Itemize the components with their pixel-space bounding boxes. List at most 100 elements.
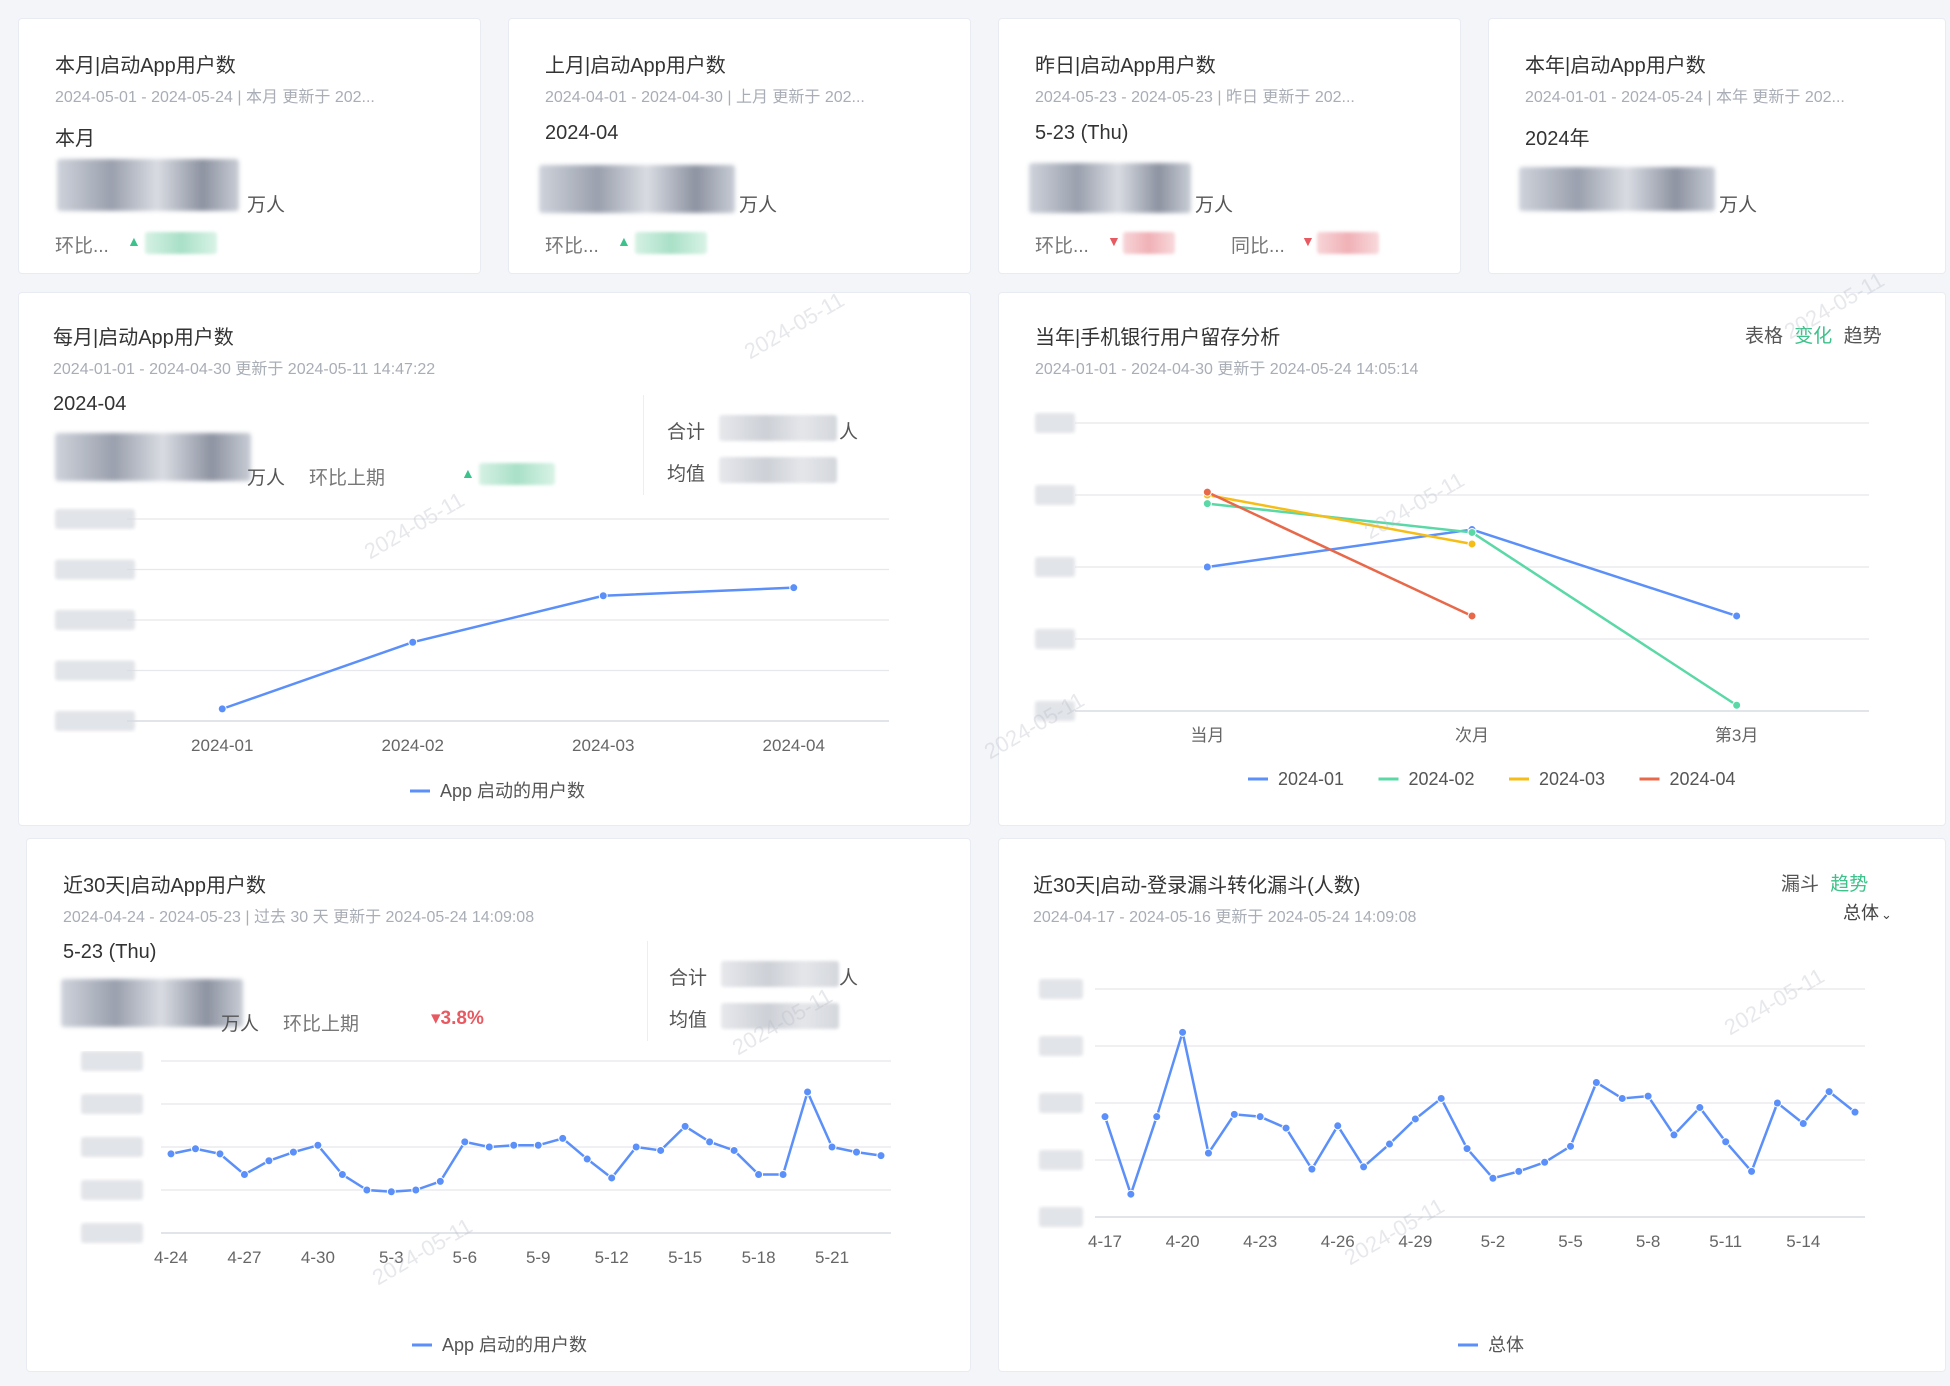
compare-label: 环比... [1035, 236, 1089, 257]
data-point [789, 583, 799, 593]
data-point [754, 1170, 764, 1180]
compare-value: ▾3.8% [431, 1008, 484, 1029]
unit-label: 万人 [739, 195, 778, 216]
data-point [598, 591, 608, 601]
x-tick-label: 5-2 [1481, 1232, 1506, 1251]
x-tick-label: 4-24 [154, 1248, 188, 1267]
compare-label: 环比上期 [309, 468, 386, 489]
data-point [1591, 1077, 1601, 1087]
redacted-tick-label [1035, 701, 1075, 721]
data-point [1333, 1121, 1343, 1131]
x-tick-label: 5-9 [526, 1248, 551, 1267]
kpi-card-this-year[interactable]: 本年|启动App用户数 2024-01-01 - 2024-05-24 | 本年… [1488, 18, 1946, 274]
card-subtitle: 2024-05-01 - 2024-05-24 | 本月 更新于 202... [55, 89, 375, 106]
monthly-line-chart: 2024-01 2024-02 2024-03 2024-04 App 启动的用户数 [19, 499, 972, 819]
card-subtitle: 2024-04-24 - 2024-05-23 | 过去 30 天 更新于 20… [63, 909, 535, 926]
kpi-card-this-month[interactable]: 本月|启动App用户数 2024-05-01 - 2024-05-24 | 本月… [18, 18, 481, 274]
data-point [1721, 1137, 1731, 1147]
card-subtitle: 2024-04-01 - 2024-04-30 | 上月 更新于 202... [545, 89, 865, 106]
data-point [1281, 1123, 1291, 1133]
total-unit: 人 [839, 422, 859, 443]
data-point [778, 1170, 788, 1180]
unit-label: 万人 [247, 468, 286, 489]
data-point [729, 1145, 739, 1155]
data-point [1436, 1093, 1446, 1103]
x-tick-label: 5-18 [742, 1248, 776, 1267]
data-point [1540, 1157, 1550, 1167]
x-tick-label: 4-17 [1088, 1232, 1122, 1251]
chevron-down-icon: ⌄ [1881, 907, 1892, 922]
card-subtitle: 2024-04-17 - 2024-05-16 更新于 2024-05-24 1… [1033, 909, 1417, 926]
tab-change[interactable]: 变化 [1794, 326, 1833, 347]
period-label: 5-23 (Thu) [1035, 122, 1129, 144]
tab-trend[interactable]: 趋势 [1830, 874, 1869, 895]
data-point [1798, 1119, 1808, 1129]
legend-label: App 启动的用户数 [440, 781, 585, 801]
data-point [1384, 1139, 1394, 1149]
redacted-value [55, 433, 251, 481]
x-tick-label: 当月 [1190, 726, 1224, 745]
redacted-compare-value [479, 463, 555, 485]
unit-label: 万人 [221, 1014, 260, 1035]
kpi-card-last-month[interactable]: 上月|启动App用户数 2024-04-01 - 2024-04-30 | 上月… [508, 18, 971, 274]
x-tick-label: 5-21 [815, 1248, 849, 1267]
redacted-tick-label [81, 1137, 143, 1157]
period-label: 2024年 [1525, 128, 1590, 150]
data-point [1467, 527, 1477, 537]
data-point [239, 1170, 249, 1180]
x-tick-label: 5-12 [595, 1248, 629, 1267]
x-tick-label: 5-8 [1636, 1232, 1661, 1251]
redacted-tick-label [1039, 1036, 1083, 1056]
avg-label: 均值 [669, 1010, 708, 1031]
card-subtitle: 2024-05-23 - 2024-05-23 | 昨日 更新于 202... [1035, 89, 1355, 106]
legend-label: 2024-01 [1278, 769, 1344, 789]
group-select-value: 总体 [1843, 903, 1879, 923]
redacted-tick-label [55, 711, 135, 731]
data-point [1467, 539, 1477, 549]
data-point [1202, 487, 1212, 497]
redacted-tick-label [55, 509, 135, 529]
compare-label: 环比上期 [283, 1014, 360, 1035]
tab-trend[interactable]: 趋势 [1843, 326, 1882, 347]
data-point [166, 1149, 176, 1159]
data-point [1850, 1107, 1860, 1117]
tab-funnel[interactable]: 漏斗 [1781, 874, 1820, 895]
x-tick-label: 4-23 [1243, 1232, 1277, 1251]
data-point [1178, 1027, 1188, 1037]
data-point [1307, 1164, 1317, 1174]
redacted-value [61, 979, 243, 1027]
period-label: 5-23 (Thu) [63, 941, 157, 963]
up-arrow-icon: ▲ [461, 465, 475, 481]
down-arrow-icon: ▼ [1301, 233, 1315, 249]
data-point [607, 1173, 617, 1183]
data-point [1566, 1141, 1576, 1151]
card-title: 本月|启动App用户数 [55, 55, 236, 77]
redacted-compare-value [635, 232, 707, 254]
series-line [1103, 1031, 1856, 1196]
data-point [1152, 1112, 1162, 1122]
period-label: 2024-04 [545, 122, 619, 144]
data-point [1824, 1087, 1834, 1097]
tab-table[interactable]: 表格 [1745, 326, 1784, 347]
data-point [656, 1145, 666, 1155]
redacted-tick-label [81, 1223, 143, 1243]
card-title: 上月|启动App用户数 [545, 55, 726, 77]
data-point [264, 1156, 274, 1166]
redacted-compare-value-2 [1317, 232, 1379, 254]
compare-label-2: 同比... [1231, 236, 1285, 257]
avg-label: 均值 [667, 464, 706, 485]
data-point [533, 1140, 543, 1150]
group-select[interactable]: 总体 ⌄ [1843, 899, 1892, 925]
legend-label: 2024-04 [1670, 769, 1736, 789]
unit-label: 万人 [1719, 195, 1758, 216]
data-point [582, 1154, 592, 1164]
redacted-compare-value [1123, 232, 1175, 254]
kpi-card-yesterday[interactable]: 昨日|启动App用户数 2024-05-23 - 2024-05-23 | 昨日… [998, 18, 1461, 274]
daily-users-card: 近30天|启动App用户数 2024-04-24 - 2024-05-23 | … [26, 838, 971, 1372]
funnel-trend-card: 近30天|启动-登录漏斗转化漏斗(人数) 2024-04-17 - 2024-0… [998, 838, 1946, 1372]
card-title: 每月|启动App用户数 [53, 327, 234, 349]
data-point [1643, 1091, 1653, 1101]
view-tabs: 表格 变化 趋势 [1739, 321, 1882, 348]
data-point [1255, 1112, 1265, 1122]
redacted-tick-label [1035, 413, 1075, 433]
